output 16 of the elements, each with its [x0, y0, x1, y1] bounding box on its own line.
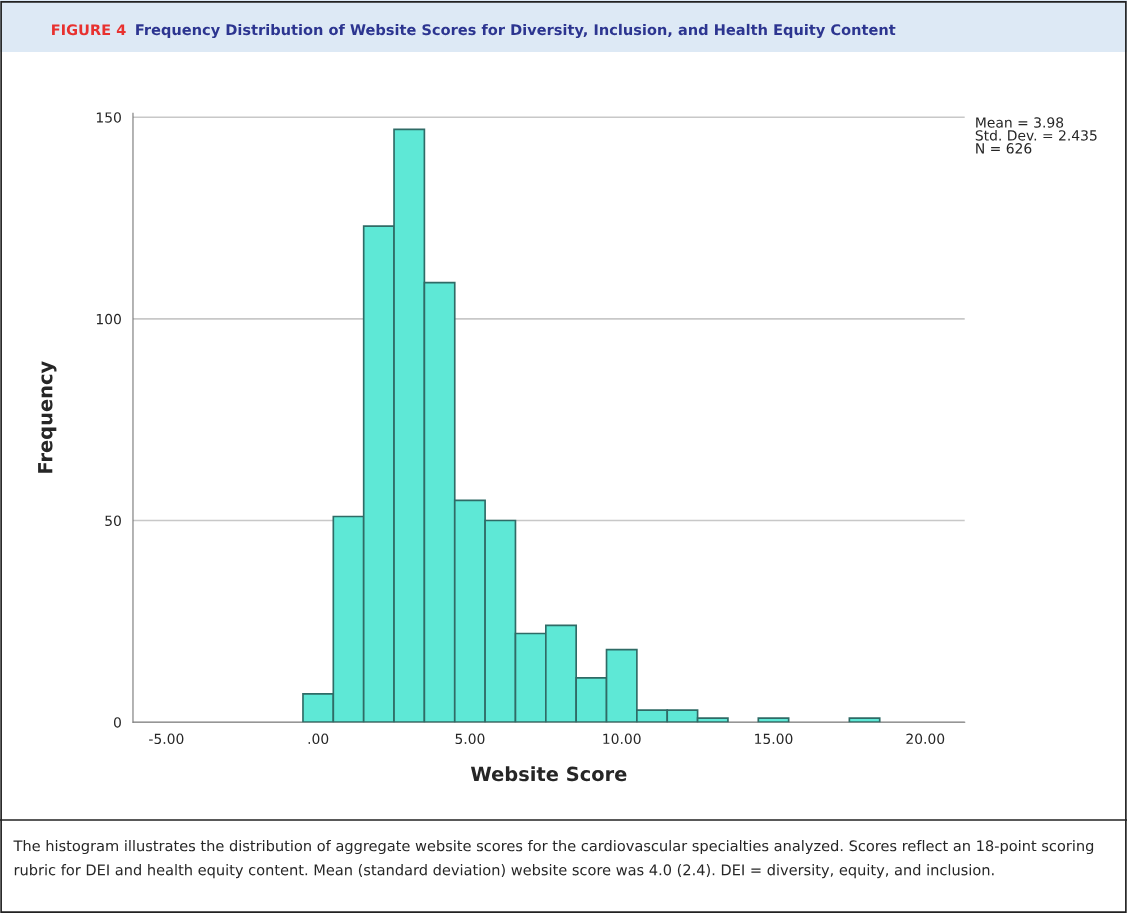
text: The histogram illustrates the distribution of aggregate website scores for the cardiovascular specialties analyzed. Scores reflect an 18-point scoring rubric for DEI and health equity content. Mean (standard deviation) website score was 4.0 (2.4). DEI = diversity, equity, and inclusion. [13, 840, 1094, 879]
x-tick-label: .00 [308, 733, 329, 745]
x-tick-label: 15.00 [755, 733, 793, 745]
x-tick-label: 10.00 [603, 733, 641, 745]
x-tick-label: -5.00 [149, 733, 184, 745]
y-tick-label: 100 [96, 313, 121, 325]
chart-title: Frequency Distribution of Website Scores for Diversity, Inclusion, and Health Equity Content [136, 23, 896, 39]
y-tick-label: 0 [113, 717, 121, 728]
x-tick-label: 5.00 [455, 733, 485, 745]
y-tick-label: 50 [105, 515, 121, 527]
x-axis-title: Website Score [470, 766, 627, 782]
caption: FIGURE 4 [52, 24, 126, 36]
y-tick-label: 150 [96, 112, 121, 123]
y-axis-title: Frequency [38, 361, 57, 473]
x-tick-label: 20.00 [906, 733, 945, 745]
text: Mean = 3.98 Std. Dev. = 2.435 N = 626 [975, 117, 1097, 154]
